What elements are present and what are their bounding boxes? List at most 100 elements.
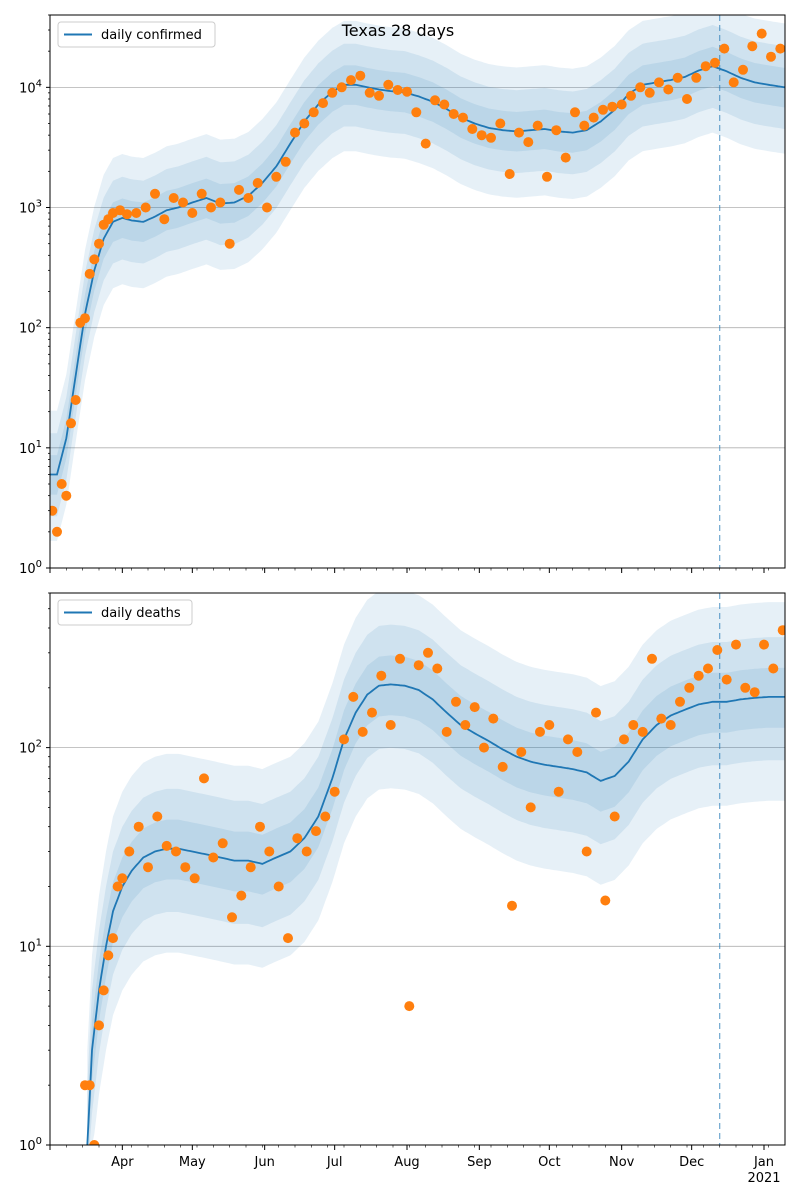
legend: daily deaths: [57, 599, 193, 626]
observed-point: [647, 653, 657, 664]
observed-point: [374, 90, 384, 101]
observed-point: [404, 1001, 415, 1012]
observed-point: [731, 639, 741, 650]
observed-point: [392, 85, 403, 95]
uncertainty-band-2: [87, 624, 785, 1145]
observed-point: [140, 202, 151, 213]
observed-point: [542, 171, 552, 182]
observed-point: [94, 1020, 104, 1031]
observed-point: [609, 811, 620, 822]
observed-point: [497, 761, 508, 772]
observed-point: [355, 70, 366, 81]
observed-point: [467, 124, 478, 134]
observed-point: [84, 268, 95, 279]
observed-point: [108, 933, 118, 944]
observed-point: [656, 713, 667, 724]
observed-point: [579, 120, 590, 131]
observed-point: [663, 84, 674, 95]
observed-point: [430, 95, 440, 106]
observed-point: [588, 112, 599, 123]
observed-point: [124, 846, 135, 857]
observed-point: [243, 193, 254, 203]
observed-point: [553, 786, 564, 797]
observed-point: [423, 647, 433, 658]
observed-point: [52, 526, 62, 537]
y-tick-label: 100: [19, 559, 42, 577]
observed-point: [665, 720, 676, 730]
observed-point: [728, 77, 739, 88]
observed-point: [98, 985, 109, 996]
observed-point: [70, 395, 81, 405]
observed-point: [672, 72, 683, 83]
observed-point: [777, 625, 785, 636]
observed-point: [749, 687, 760, 698]
observed-point: [273, 881, 284, 892]
observed-point: [215, 197, 226, 208]
observed-point: [227, 912, 237, 923]
observed-point: [721, 674, 732, 685]
observed-point: [336, 82, 347, 93]
observed-point: [712, 645, 723, 655]
observed-point: [117, 873, 128, 884]
y-tick-exponent: 0: [36, 559, 42, 570]
observed-point: [451, 696, 461, 707]
observed-point: [479, 742, 489, 753]
observed-point: [775, 43, 785, 54]
observed-point: [262, 202, 272, 213]
observed-point: [180, 862, 191, 873]
observed-point: [600, 895, 611, 906]
plot-area: [50, 15, 785, 568]
observed-point: [747, 41, 758, 52]
y-tick-label: 101: [19, 439, 42, 457]
observed-point: [693, 670, 704, 681]
observed-point: [516, 747, 527, 757]
observed-point: [84, 1080, 95, 1091]
observed-point: [94, 238, 104, 249]
observed-point: [535, 726, 545, 737]
y-tick-label: 102: [19, 739, 42, 757]
observed-point: [441, 726, 452, 737]
observed-point: [544, 720, 555, 730]
observed-point: [523, 137, 534, 148]
legend: daily confirmed: [57, 21, 216, 48]
observed-point: [329, 786, 340, 797]
observed-point: [252, 178, 263, 188]
observed-point: [245, 862, 256, 873]
x-year-label: 2021: [747, 1171, 780, 1186]
observed-point: [168, 193, 179, 203]
y-tick-label: 104: [19, 78, 42, 96]
y-tick-label: 102: [19, 319, 42, 337]
observed-point: [607, 101, 618, 112]
observed-point: [283, 933, 293, 944]
observed-point: [551, 125, 562, 136]
observed-point: [339, 734, 349, 745]
y-tick-exponent: 1: [36, 439, 42, 450]
uncertainty-band-1: [87, 593, 785, 1145]
uncertainty-band-1: [50, 15, 785, 541]
observed-point: [217, 838, 228, 849]
y-tick-label: 103: [19, 199, 42, 217]
observed-point: [560, 152, 571, 163]
observed-point: [495, 118, 506, 129]
observed-point: [301, 846, 312, 857]
observed-point: [56, 479, 67, 489]
observed-point: [684, 682, 695, 693]
confirmed-panel: 100 101 102 103 104 daily confirmed: [19, 14, 786, 577]
observed-point: [591, 707, 601, 718]
observed-point: [150, 188, 160, 199]
y-tick-exponent: 0: [36, 1136, 42, 1147]
observed-point: [619, 734, 629, 745]
observed-point: [570, 107, 580, 118]
x-tick-label: Oct: [538, 1155, 560, 1170]
observed-point: [756, 28, 767, 39]
observed-point: [439, 99, 450, 110]
observed-point: [628, 720, 639, 730]
observed-point: [411, 107, 422, 118]
observed-point: [469, 702, 480, 713]
x-tick-label: Dec: [679, 1155, 704, 1170]
observed-point: [507, 900, 517, 911]
observed-point: [346, 75, 356, 86]
observed-point: [292, 833, 303, 844]
observed-point: [581, 846, 592, 857]
